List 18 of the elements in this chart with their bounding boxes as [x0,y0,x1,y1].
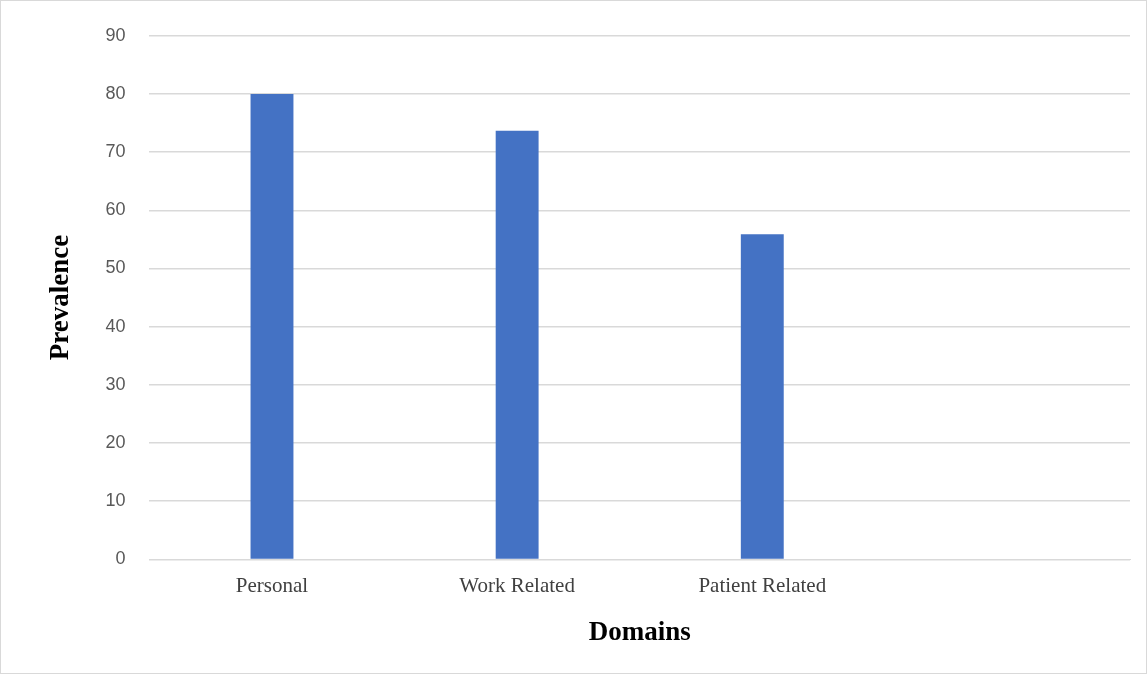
y-tick-label: 70 [105,141,126,162]
bar [250,93,294,559]
x-axis-title: Domains [588,615,691,646]
y-tick-label: 0 [115,548,126,569]
y-tick-label: 30 [105,373,126,394]
x-tick-label: Work Related [459,572,576,597]
x-tick-label: Patient Related [698,572,827,597]
y-tick-label: 80 [105,82,126,103]
y-tick-label: 10 [105,490,126,511]
y-tick-label: 60 [105,199,126,220]
y-tick-label: 90 [105,24,126,45]
y-tick-label: 40 [105,315,126,336]
x-tick-label: Personal [235,572,309,597]
y-axis-title: Prevalence [44,234,75,361]
y-tick-label: 50 [105,257,126,278]
bar [495,130,539,559]
bar [740,234,784,559]
y-tick-label: 20 [105,432,126,453]
